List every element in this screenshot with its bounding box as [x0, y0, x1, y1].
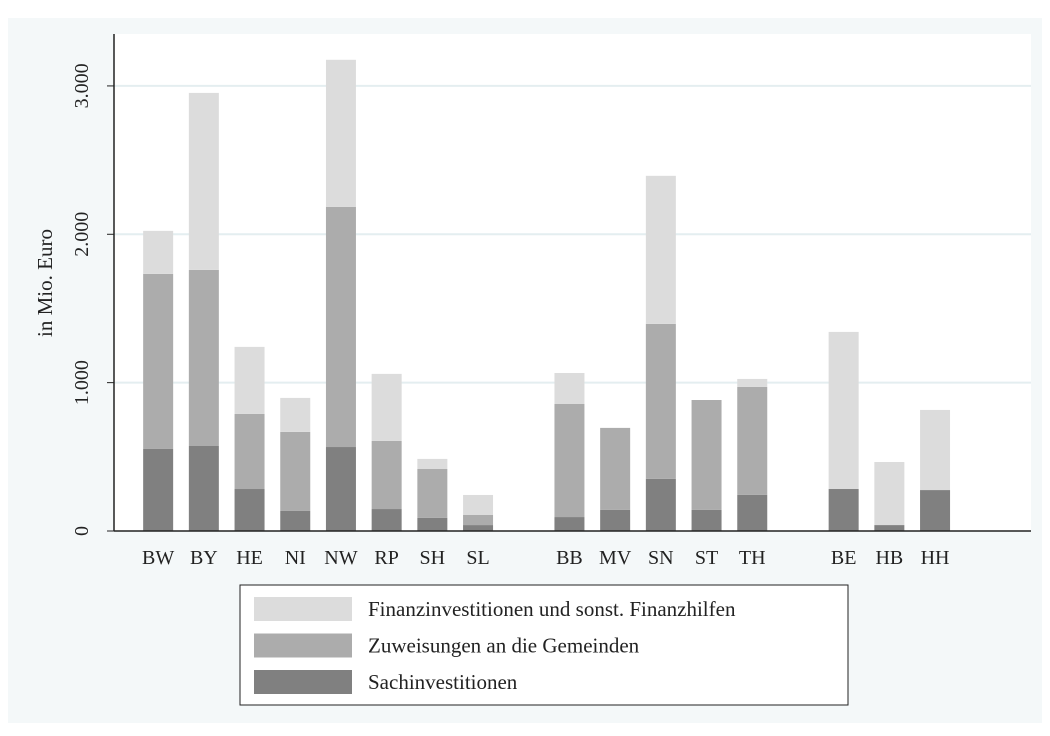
bar-segment [371, 373, 402, 441]
legend-label: Sachinvestitionen [368, 670, 518, 694]
bar-segment [280, 397, 311, 432]
bar-segment [554, 517, 585, 531]
bar-segment [188, 269, 219, 446]
bar-segment [325, 59, 356, 207]
bar-segment [234, 346, 265, 414]
bar-segment [554, 404, 585, 518]
y-tick-label: 3.000 [71, 63, 93, 108]
bar-segment [463, 494, 494, 515]
x-tick-label: SL [466, 547, 489, 569]
bar-segment [874, 525, 905, 531]
bar-segment [691, 399, 722, 510]
x-tick-label: SN [648, 547, 674, 569]
bar-segment [920, 409, 951, 491]
legend-label: Finanzinvestitionen und sonst. Finanzhil… [368, 597, 736, 621]
legend-swatch [254, 670, 352, 694]
bar-segment [280, 431, 311, 511]
bar-segment [737, 386, 768, 495]
y-axis-label: in Mio. Euro [33, 229, 57, 337]
x-tick-label: NI [285, 547, 306, 569]
bar-segment [234, 413, 265, 490]
bar-segment [737, 378, 768, 387]
bar-segment [737, 494, 768, 531]
x-tick-label: SH [420, 547, 446, 569]
x-tick-label: BE [831, 547, 857, 569]
bar-segment [645, 175, 676, 324]
legend-swatch [254, 597, 352, 621]
legend-swatch [254, 633, 352, 658]
bar-segment [691, 509, 722, 531]
y-tick-label: 0 [71, 526, 93, 536]
bar-segment [645, 478, 676, 531]
x-tick-label: BY [190, 547, 218, 569]
bar-segment [143, 230, 174, 274]
bar-segment [188, 92, 219, 270]
bar-segment [874, 462, 905, 526]
x-tick-label: TH [739, 547, 766, 569]
x-tick-label: HE [236, 547, 263, 569]
x-tick-label: BW [142, 547, 174, 569]
bar-segment [234, 489, 265, 531]
bar-segment [188, 445, 219, 531]
y-tick-label: 1.000 [71, 360, 93, 405]
bar-segment [371, 440, 402, 510]
bar-segment [325, 447, 356, 531]
x-tick-label: HH [921, 547, 950, 569]
bar-segment [600, 427, 631, 510]
bar-segment [828, 331, 859, 490]
bar-segment [417, 468, 448, 518]
bar-segment [920, 490, 951, 531]
bar-segment [554, 372, 585, 405]
x-tick-label: MV [599, 547, 632, 569]
x-tick-label: NW [324, 547, 357, 569]
bar-segment [325, 206, 356, 448]
x-tick-label: BB [556, 547, 583, 569]
bar-segment [828, 489, 859, 531]
bar-segment [463, 514, 494, 526]
bar-segment [417, 458, 448, 469]
bar-segment [463, 525, 494, 531]
bar-segment [645, 323, 676, 479]
bar-segment [371, 509, 402, 531]
bar-segment [417, 517, 448, 531]
bar-segment [143, 448, 174, 531]
x-tick-label: ST [695, 547, 718, 569]
y-tick-label: 2.000 [71, 212, 93, 257]
legend-label: Zuweisungen an die Gemeinden [368, 634, 640, 658]
bar-segment [143, 273, 174, 449]
x-tick-label: RP [374, 547, 398, 569]
bar-segment [600, 509, 631, 531]
x-tick-label: HB [875, 547, 903, 569]
bar-segment [280, 510, 311, 531]
